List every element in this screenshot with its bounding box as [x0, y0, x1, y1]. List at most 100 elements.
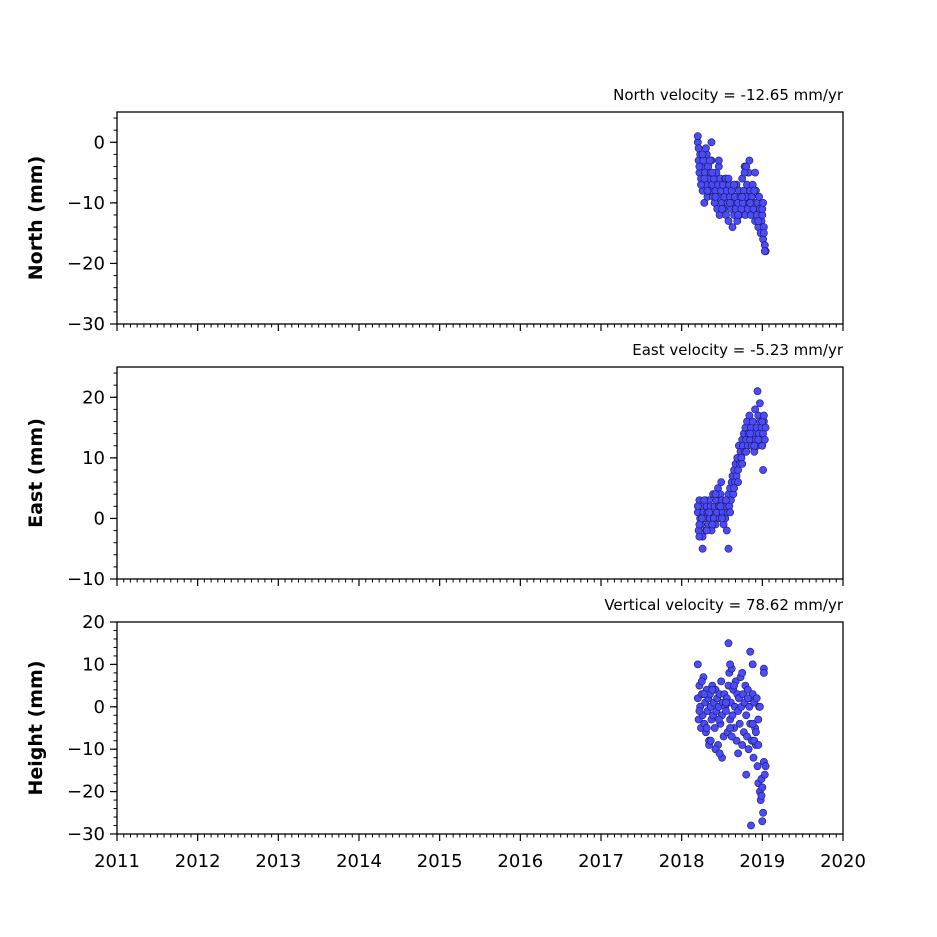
height-data-point — [749, 753, 758, 762]
east-data-point — [753, 387, 762, 396]
height-data-point — [753, 762, 762, 771]
east-data-point — [718, 514, 726, 523]
height-data-point — [756, 702, 764, 711]
height-data-point — [702, 724, 711, 732]
north-data-point — [693, 132, 702, 141]
north-data-point — [703, 186, 712, 195]
north-data-point — [730, 180, 738, 189]
north-data-point — [760, 247, 769, 256]
height-data-point — [697, 677, 706, 686]
north-data-point — [738, 192, 747, 201]
east-y-tick-label: 0 — [94, 508, 105, 529]
vertical-velocity-title: Vertical velocity = 78.62 mm/yr — [604, 596, 844, 614]
east-data-point — [716, 502, 725, 511]
east-velocity-title: East velocity = -5.23 mm/yr — [632, 341, 844, 359]
north-data-point — [700, 198, 709, 207]
height-data-point — [728, 711, 737, 720]
height-data-point — [717, 677, 726, 686]
height-data-point — [738, 669, 747, 677]
east-data-point — [751, 405, 759, 414]
east-data-point — [754, 435, 763, 444]
north-data-point — [698, 150, 707, 159]
x-tick-label: 2012 — [175, 851, 221, 872]
north-data-point — [706, 156, 714, 165]
north-data-point — [700, 174, 709, 183]
east-y-tick-label: 20 — [82, 387, 105, 408]
x-tick-label: 2015 — [417, 851, 463, 872]
x-tick-label: 2013 — [255, 851, 301, 872]
north-data-point — [754, 217, 763, 225]
east-data-point — [700, 496, 709, 505]
east-data-point — [746, 429, 755, 438]
north-data-point — [708, 168, 717, 177]
east-data-point — [760, 411, 768, 420]
height-data-point — [758, 817, 767, 826]
height-data-point — [760, 669, 768, 677]
north-y-tick-label: 0 — [94, 132, 105, 153]
height-data-point — [706, 736, 715, 745]
east-data-point — [750, 441, 759, 450]
east-data-point — [761, 423, 770, 432]
east-y-axis-label: East (mm) — [25, 418, 47, 528]
north-data-point — [746, 198, 755, 207]
east-panel: East velocity = -5.23 mm/yr East (mm) 20… — [25, 341, 844, 590]
east-data-point — [705, 508, 713, 517]
height-data-point — [748, 660, 757, 669]
height-data-point — [735, 719, 744, 728]
height-y-tick-label: −10 — [67, 739, 105, 760]
height-data-point — [700, 690, 709, 698]
east-data-point — [738, 459, 747, 468]
height-data-point — [745, 702, 754, 711]
east-data-point — [759, 466, 767, 474]
x-tick-label: 2018 — [659, 851, 705, 872]
east-data-point — [693, 502, 702, 511]
height-data-point — [693, 660, 702, 669]
east-data-point — [742, 447, 751, 456]
height-data-point — [758, 783, 767, 792]
north-data-point — [714, 156, 723, 165]
height-y-tick-label: 0 — [94, 697, 105, 718]
north-data-point — [760, 229, 768, 237]
x-tick-label: 2014 — [336, 851, 382, 872]
north-data-point — [751, 168, 759, 177]
east-data-point — [745, 411, 754, 420]
height-data-point — [752, 694, 761, 703]
north-data-point — [740, 168, 749, 177]
height-data-point — [754, 741, 763, 749]
height-data-point — [746, 647, 755, 656]
height-data-point — [734, 749, 742, 758]
east-data-point — [697, 514, 706, 523]
east-data-point — [722, 496, 730, 505]
height-data-point — [742, 770, 751, 779]
north-data-point — [697, 180, 705, 189]
north-y-axis-label: North (mm) — [25, 156, 47, 281]
height-data-point — [761, 762, 770, 771]
height-data-point — [722, 698, 730, 707]
north-y-tick-label: −30 — [67, 314, 105, 335]
north-data-point — [726, 198, 734, 207]
height-data-point — [743, 694, 752, 703]
north-y-tick-label: −10 — [67, 193, 105, 214]
east-data-point — [695, 532, 704, 541]
east-data-point — [717, 478, 726, 486]
height-data-point — [722, 707, 730, 715]
east-data-point — [724, 544, 733, 553]
north-data-point — [755, 192, 763, 201]
height-data-point — [726, 660, 734, 669]
x-tick-label: 2016 — [497, 851, 543, 872]
height-data-point — [743, 685, 752, 694]
height-data-point — [724, 639, 733, 648]
height-data-point — [708, 685, 717, 694]
height-data-point — [747, 821, 755, 830]
height-y-tick-label: −20 — [67, 782, 105, 803]
height-data-point — [727, 732, 736, 741]
north-data-point — [734, 211, 742, 219]
east-y-tick-label: 10 — [82, 448, 105, 469]
height-y-tick-label: 20 — [82, 612, 105, 633]
east-data-point — [722, 526, 731, 535]
height-panel: Vertical velocity = 78.62 mm/yr Height (… — [25, 596, 866, 872]
north-data-point — [745, 156, 754, 165]
height-data-point — [748, 719, 757, 728]
east-data-point — [702, 526, 711, 535]
east-data-point — [756, 399, 764, 408]
